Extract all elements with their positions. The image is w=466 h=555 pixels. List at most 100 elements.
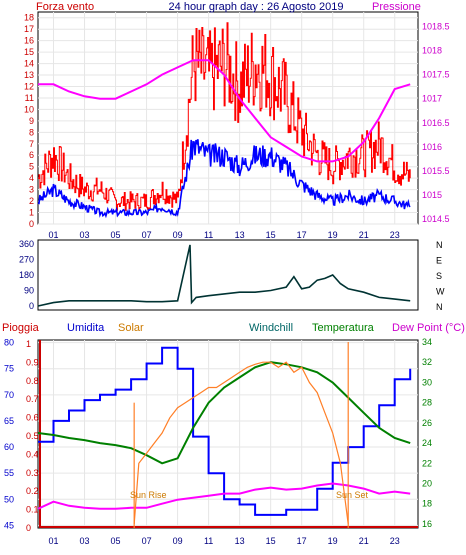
rain-y-tick: 0.7 (26, 394, 39, 404)
direction-y-tick: 360 (19, 239, 34, 249)
humidity-y-tick: 65 (4, 416, 14, 426)
humidity-y-tick: 70 (4, 390, 14, 400)
pressure-y-tick: 1017 (422, 94, 442, 104)
pressure-series (38, 59, 411, 163)
meteo-x-tick: 19 (328, 536, 338, 546)
humidity-series (38, 346, 412, 516)
rain-y-tick: 0.3 (26, 468, 39, 478)
wind-y-tick: 1 (29, 208, 34, 218)
temperature-y-tick: 18 (422, 499, 432, 509)
wind-x-tick: 05 (111, 230, 121, 240)
pressure-y-tick: 1016 (422, 142, 442, 152)
wind-x-tick: 21 (359, 230, 369, 240)
chart-series (37, 22, 418, 528)
temperature-y-tick: 28 (422, 398, 432, 408)
wind-x-tick: 15 (266, 230, 276, 240)
meteo-x-tick: 09 (173, 536, 183, 546)
wind-x-tick: 01 (49, 230, 59, 240)
wind-x-tick: 13 (235, 230, 245, 240)
wind-x-tick: 17 (297, 230, 307, 240)
direction-cardinal-tick: E (436, 256, 442, 266)
rain-y-tick: 0.5 (26, 431, 39, 441)
wind-y-tick: 12 (24, 81, 34, 91)
meteo-x-tick: 21 (359, 536, 369, 546)
direction-cardinal-tick: N (436, 240, 443, 250)
temperature-series (37, 361, 411, 465)
rain-y-tick: 1 (26, 339, 31, 349)
wind-y-tick: 17 (24, 24, 34, 34)
pressure-y-tick: 1014.5 (422, 214, 450, 224)
meteo-x-tick: 13 (235, 536, 245, 546)
temperature-axis-title: Temperatura (312, 322, 375, 334)
sun-rise-label: Sun Rise (130, 490, 167, 500)
wind-y-tick: 9 (29, 116, 34, 126)
wind-speed-series (38, 22, 411, 211)
direction-cardinal-tick: W (436, 287, 445, 297)
solar-axis-title: Solar (118, 322, 144, 334)
temperature-y-tick: 24 (422, 438, 432, 448)
pressure-axis-title: Pressione (372, 1, 421, 13)
wind-y-tick: 4 (29, 173, 34, 183)
meteo-x-tick: 01 (49, 536, 59, 546)
humidity-y-tick: 75 (4, 364, 14, 374)
pressure-y-tick: 1018 (422, 46, 442, 56)
humidity-y-tick: 80 (4, 338, 14, 348)
rain-y-tick: 0.4 (26, 449, 39, 459)
direction-y-tick: 90 (24, 286, 34, 296)
rain-y-tick: 0.1 (26, 505, 39, 515)
pressure-y-tick: 1018.5 (422, 21, 450, 31)
wind-y-tick: 14 (24, 59, 34, 69)
pressure-y-tick: 1015.5 (422, 166, 450, 176)
rain-y-tick: 0.2 (26, 486, 39, 496)
pressure-y-tick: 1016.5 (422, 118, 450, 128)
rain-y-tick: 0.6 (26, 413, 39, 423)
humidity-y-tick: 55 (4, 468, 14, 478)
rain-y-tick: 0 (26, 523, 31, 533)
chart-title: 24 hour graph day : 26 Agosto 2019 (169, 1, 344, 13)
meteo-x-tick: 15 (266, 536, 276, 546)
meteo-x-tick: 11 (204, 536, 213, 546)
meteo-x-tick: 23 (390, 536, 400, 546)
pressure-y-tick: 1015 (422, 190, 442, 200)
wind-y-tick: 3 (29, 185, 34, 195)
temperature-y-tick: 16 (422, 519, 432, 529)
wind-x-tick: 03 (80, 230, 90, 240)
wind-x-tick: 11 (204, 230, 213, 240)
wind-direction-series (37, 244, 411, 307)
wind-y-tick: 6 (29, 150, 34, 160)
meteo-x-tick: 07 (142, 536, 152, 546)
dewpoint-axis-title: Dew Point (°C) (392, 322, 465, 334)
wind-x-tick: 23 (390, 230, 400, 240)
direction-panel-frame (37, 239, 419, 311)
wind-y-tick: 8 (29, 127, 34, 137)
humidity-y-tick: 60 (4, 442, 14, 452)
wind-y-tick: 2 (29, 196, 34, 206)
wind-x-tick: 19 (328, 230, 338, 240)
windchill-axis-title: Windchill (249, 322, 293, 334)
wind-y-tick: 10 (24, 104, 34, 114)
humidity-y-tick: 50 (4, 494, 14, 504)
wind-y-tick: 11 (25, 93, 34, 103)
direction-y-tick: 180 (19, 270, 34, 280)
rain-y-tick: 0.9 (26, 357, 39, 367)
direction-y-tick: 0 (29, 301, 34, 311)
wind-average-series (37, 139, 411, 219)
wind-y-tick: 16 (24, 36, 34, 46)
chart-ticks: 01234567891011121314151617181014.5101510… (4, 13, 450, 546)
pressure-y-tick: 1017.5 (422, 70, 450, 80)
wind-axis-title: Forza vento (36, 1, 94, 13)
temperature-y-tick: 22 (422, 458, 432, 468)
temperature-y-tick: 34 (422, 337, 432, 347)
direction-cardinal-tick: S (436, 271, 442, 281)
wind-y-tick: 0 (29, 219, 34, 229)
wind-y-tick: 15 (24, 47, 34, 57)
temperature-y-tick: 32 (422, 357, 432, 367)
direction-y-tick: 270 (19, 255, 34, 265)
rain-y-tick: 0.8 (26, 376, 39, 386)
temperature-y-tick: 26 (422, 418, 432, 428)
wind-y-tick: 7 (29, 139, 34, 149)
wind-y-tick: 13 (24, 70, 34, 80)
meteo-x-tick: 05 (111, 536, 121, 546)
wind-y-tick: 5 (29, 162, 34, 172)
